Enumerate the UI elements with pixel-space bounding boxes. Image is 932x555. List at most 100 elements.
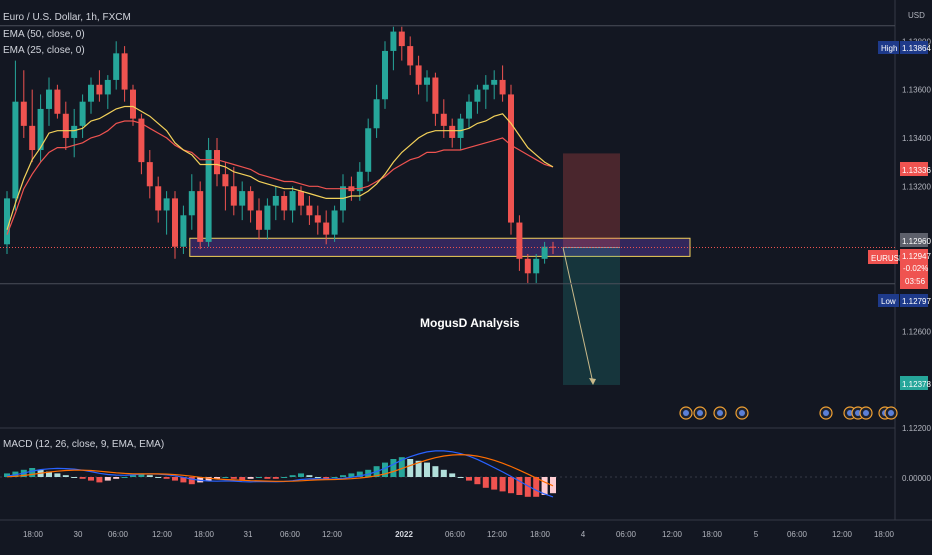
- price-tick-label: 1.13400: [902, 134, 931, 143]
- macd-histogram-bar: [4, 473, 10, 477]
- candle-body: [121, 53, 128, 90]
- macd-histogram-bar: [482, 477, 489, 488]
- event-icons: [679, 406, 898, 420]
- time-tick-label: 5: [754, 530, 759, 539]
- symbol-badge: [868, 250, 898, 264]
- candle-body: [96, 84, 103, 95]
- high-value-badge: [900, 41, 928, 54]
- candle-body: [188, 191, 195, 216]
- low-value: 1.12797: [902, 297, 931, 306]
- candle-body: [298, 191, 304, 206]
- macd-histogram-bar: [398, 457, 405, 477]
- candles: [4, 26, 556, 283]
- macd-histogram-bar: [348, 473, 355, 477]
- candle-body: [104, 79, 111, 95]
- macd-histogram-bar: [46, 471, 52, 477]
- macd-histogram-bar: [508, 477, 514, 494]
- price-levels: [0, 25, 895, 285]
- high-label: High: [881, 44, 897, 53]
- macd-histogram-bar: [230, 477, 237, 479]
- candle-body: [79, 101, 86, 126]
- candle-body: [373, 99, 380, 129]
- ema25-line: [6, 105, 554, 230]
- macd-histogram-bar: [340, 475, 346, 477]
- candle-body: [29, 125, 36, 151]
- macd-histogram-bar: [146, 475, 153, 477]
- macd-histogram-bar: [247, 477, 254, 479]
- ema25-legend: EMA (25, close, 0): [3, 45, 85, 56]
- macd-histogram-bar: [415, 460, 422, 477]
- macd-line: [6, 450, 554, 498]
- macd-histogram-bar: [457, 477, 464, 478]
- time-tick-label: 12:00: [152, 530, 173, 539]
- event-flag-icon: [739, 410, 745, 416]
- symbol-label: EURUSD: [871, 254, 905, 263]
- ema50-line: [6, 120, 554, 235]
- candle-body: [205, 150, 212, 242]
- macd-histogram-bar: [466, 477, 472, 481]
- macd-histogram-bar: [54, 473, 61, 477]
- last-price-badge: [900, 249, 928, 289]
- time-tick-label: 18:00: [702, 530, 723, 539]
- macd-histogram-bar: [432, 466, 439, 477]
- zone-price-badge: [900, 233, 928, 247]
- candle-body: [457, 118, 464, 138]
- macd-histogram-bar: [96, 477, 103, 483]
- candle-body: [12, 101, 19, 199]
- ema50-legend: EMA (50, close, 0): [3, 29, 85, 40]
- event-flag-icon: [863, 410, 869, 416]
- signal-line: [6, 453, 554, 487]
- candle-body: [415, 65, 422, 85]
- macd-histogram-bar: [272, 477, 279, 479]
- macd-histogram-bar: [323, 477, 330, 479]
- price-tick-label: 1.12200: [902, 424, 931, 433]
- low-label-badge: [878, 294, 899, 307]
- macd-histogram-bar: [499, 477, 506, 492]
- macd-histogram-bar: [256, 477, 262, 478]
- macd-histogram-bar: [197, 477, 204, 483]
- change-percent: -0.02%: [903, 264, 928, 273]
- macd-histogram-bar: [188, 477, 195, 485]
- candle-body: [46, 89, 52, 109]
- candle-body: [474, 89, 481, 102]
- price-tick-label: 1.13600: [902, 86, 931, 95]
- candle-body: [222, 174, 229, 187]
- macd-histogram-bar: [449, 473, 456, 477]
- candle-body: [264, 205, 271, 230]
- candle-body: [432, 77, 439, 114]
- candle-body: [533, 258, 540, 274]
- candle-body: [524, 258, 531, 274]
- projection-arrow: [562, 247, 594, 384]
- currency-label: USD: [908, 11, 925, 20]
- candle-body: [314, 215, 321, 223]
- time-tick-label: 18:00: [530, 530, 551, 539]
- macd-histogram-bar: [172, 477, 178, 481]
- high-value: 1.13864: [902, 44, 931, 53]
- candle-body: [62, 113, 69, 138]
- time-tick-label: 31: [244, 530, 253, 539]
- macd-histogram-bar: [474, 477, 481, 485]
- ema-lines: [6, 105, 554, 235]
- event-flag-icon: [855, 410, 861, 416]
- macd-histogram-bar: [314, 477, 321, 478]
- macd-histogram-bar: [281, 477, 288, 478]
- macd-zero-label: 0.00000: [902, 474, 931, 483]
- macd-histogram-bar: [138, 473, 145, 477]
- candle-body: [71, 125, 78, 138]
- candle-body: [54, 89, 61, 114]
- candle-body: [88, 84, 94, 102]
- candle-body: [541, 246, 548, 259]
- stop-price-label: 1.13336: [902, 166, 931, 175]
- stop-loss-area: [563, 153, 620, 248]
- macd-histogram-bar: [424, 462, 430, 477]
- candle-body: [289, 191, 296, 211]
- macd-histogram-bar: [222, 477, 229, 478]
- macd-histogram-bar: [121, 477, 128, 478]
- candle-body: [323, 222, 330, 235]
- zone-price-label: 1.12960: [902, 237, 931, 246]
- macd-histogram-bar: [491, 477, 498, 490]
- candle-body: [390, 31, 397, 51]
- time-tick-label: 2022: [395, 530, 413, 539]
